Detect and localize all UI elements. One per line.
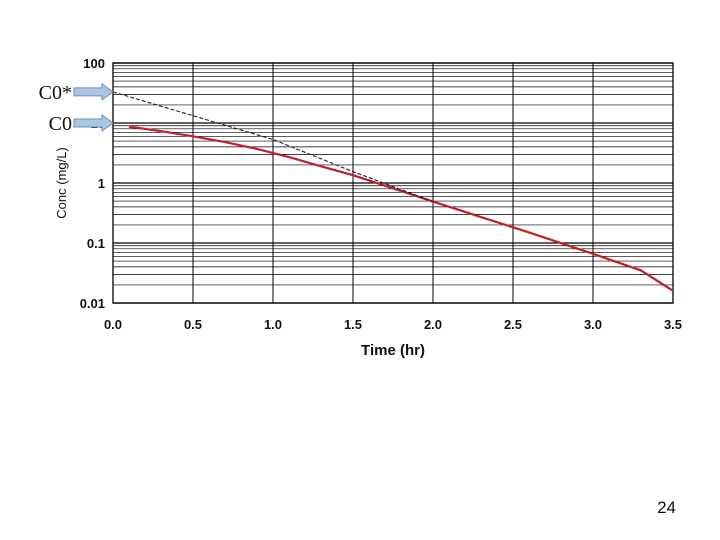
tick-labels: 0.00.51.01.52.02.53.03.51001010.10.01 <box>80 56 682 332</box>
c0-arrow-icon <box>73 114 114 132</box>
c0-star-label: C0* <box>39 82 72 104</box>
x-tick-label: 0.0 <box>104 317 122 332</box>
x-tick-label: 2.5 <box>504 317 522 332</box>
x-tick-label: 3.0 <box>584 317 602 332</box>
grid <box>112 62 674 304</box>
plot-frame <box>112 62 674 304</box>
y-tick-label: 0.01 <box>80 296 105 311</box>
y-tick-label: 1 <box>98 176 105 191</box>
x-tick-label: 1.0 <box>264 317 282 332</box>
x-axis-title: Time (hr) <box>361 342 425 359</box>
x-tick-label: 0.5 <box>184 317 202 332</box>
c0-star-arrow-icon <box>73 82 114 101</box>
x-tick-label: 2.0 <box>424 317 442 332</box>
series-layer <box>112 91 674 292</box>
x-tick-label: 3.5 <box>664 317 682 332</box>
extrapolated-line <box>112 91 434 203</box>
concentration-line <box>128 125 674 292</box>
x-tick-label: 1.5 <box>344 317 362 332</box>
y-tick-label: 0.1 <box>87 236 105 251</box>
c0-label: C0 <box>49 113 72 135</box>
y-axis-title: Conc (mg/L) <box>54 147 69 219</box>
annotations: C0*C0 <box>39 82 114 135</box>
y-tick-label: 100 <box>83 56 105 71</box>
page-number: 24 <box>657 498 676 517</box>
